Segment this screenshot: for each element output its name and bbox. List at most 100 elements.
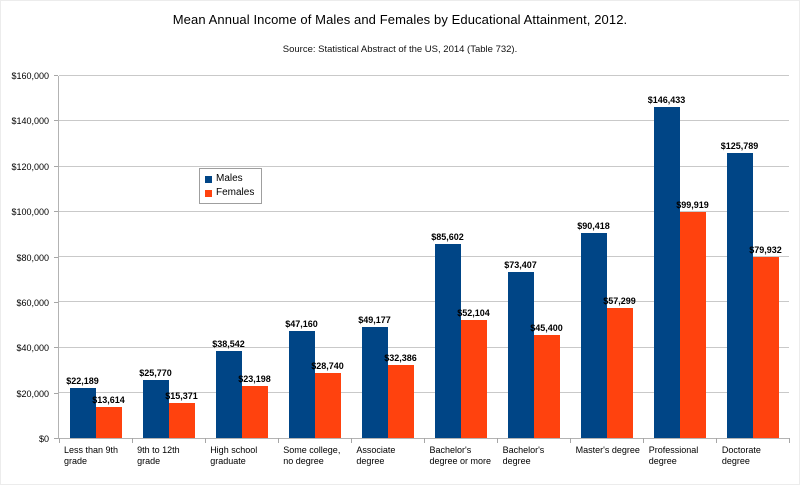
bar-value-label: $28,740 [311,360,344,371]
y-tick-mark [54,301,58,303]
bar-value-label: $146,433 [647,94,686,105]
x-tick-mark [424,438,425,443]
bar-females: $15,371 [165,391,198,438]
bar-value-label: $47,160 [285,319,318,330]
bar-males: $146,433 [648,95,685,438]
x-tick-mark [59,438,60,443]
bar-males: $73,407 [504,260,537,438]
bar-females: $28,740 [311,361,344,438]
y-tick-mark [54,75,58,76]
bar-females: $99,919 [676,200,709,438]
y-tick-mark [54,392,58,394]
category-group: $25,770 $15,371 [132,76,205,438]
bar-males: $22,189 [66,376,99,438]
y-tick-label: $100,000 [11,207,49,218]
category-group: $49,177 $32,386 [351,76,424,438]
bar-value-label: $52,104 [457,308,490,319]
y-tick-label: $80,000 [16,252,49,263]
bar-value-label: $32,386 [384,352,417,363]
bar-females: $79,932 [749,245,782,438]
bar-value-label: $99,919 [676,199,709,210]
bar-value-label: $85,602 [431,232,464,243]
y-tick-mark [54,165,58,167]
bar-value-label: $125,789 [720,141,759,152]
gridline [59,120,789,122]
y-tick-mark [54,438,58,439]
category-group: $85,602 $52,104 [424,76,497,438]
bar-value-label: $25,770 [139,367,172,378]
gridline [59,165,789,167]
bar-value-label: $73,407 [504,259,537,270]
bar-value-label: $45,400 [530,323,563,334]
y-tick-label: $160,000 [11,71,49,81]
x-tick-mark [716,438,717,443]
bar-value-label: $22,189 [66,375,99,386]
bar-males: $90,418 [577,221,610,438]
y-axis: $0 $20,000 $40,000 $60,000 $80,000 $100,000 $1… [1,71,58,444]
x-tick-mark [643,438,644,443]
bar-females: $57,299 [603,296,636,438]
bar-value-label: $90,418 [577,221,610,232]
bar-males: $25,770 [139,368,172,438]
y-tick-label: $60,000 [16,297,49,308]
gridline [59,301,789,303]
x-tick-mark [570,438,571,443]
y-tick-mark [54,211,58,213]
y-tick-label: $0 [38,434,49,444]
bar-value-label: $57,299 [603,296,636,307]
females-swatch-icon [205,189,212,197]
y-tick-label: $120,000 [11,161,49,172]
x-tick-mark [789,438,790,443]
bar-males: $85,602 [431,232,464,438]
bar-males: $49,177 [358,315,391,438]
bar-value-label: $49,177 [358,314,391,325]
bar-females: $23,198 [238,374,271,438]
bar-males: $47,160 [285,319,318,438]
bar-males: $125,789 [721,141,758,438]
bar-value-label: $13,614 [92,395,125,406]
category-group: $22,189 $13,614 [59,76,132,438]
legend-label-males: Males [216,173,243,184]
y-tick-mark [54,120,58,122]
category-group: $90,418 $57,299 [570,76,643,438]
x-axis-category-label: Less than 9th grade [64,445,119,466]
x-axis-category-label: High school graduate [210,445,258,466]
gridline [59,346,789,348]
bar-females: $13,614 [92,395,125,438]
chart-title: Mean Annual Income of Males and Females … [172,12,628,27]
y-tick-mark [54,347,58,349]
x-axis-category-label: Doctorate degree [721,445,761,466]
category-group: $73,407 $45,400 [497,76,570,438]
bar-females: $45,400 [530,323,563,438]
legend-label-females: Females [216,187,255,198]
gridline [59,391,789,393]
bar-value-label: $79,932 [749,245,782,256]
legend: Males Females [199,168,263,204]
gridline [59,256,789,257]
y-tick-mark [54,256,58,258]
bar-females: $52,104 [457,308,490,438]
bar-value-label: $23,198 [238,373,271,384]
category-group: $146,433 $99,919 [643,76,716,438]
x-tick-mark [497,438,498,443]
legend-item-males: Males [205,172,254,186]
x-tick-mark [205,438,206,443]
x-axis-category-label: Bachelor's degree [502,445,545,466]
legend-item-females: Females [205,186,254,200]
bar-males: $38,542 [212,339,245,438]
plot-area: $22,189 $13,614 $25,770 $15,371 $38,542 $23,1… [58,75,790,443]
category-group: $38,542 $23,198 [205,76,278,438]
x-tick-mark [132,438,133,443]
x-tick-mark [351,438,352,443]
x-axis-labels: Less than 9th grade 9th to 12th grade High… [58,443,789,467]
category-group: $47,160 $28,740 [278,76,351,438]
gridline [59,75,789,76]
category-group: $125,789 $79,932 [716,76,789,438]
y-tick-label: $40,000 [16,343,49,354]
x-axis-category-label: Master's degree [575,445,640,455]
x-axis-category-label: Some college, no degree [283,445,341,466]
gridline [59,210,789,212]
chart-subtitle: Source: Statistical Abstract of the US, … [282,44,518,55]
x-axis-category-label: Bachelor's degree or more [429,445,492,466]
